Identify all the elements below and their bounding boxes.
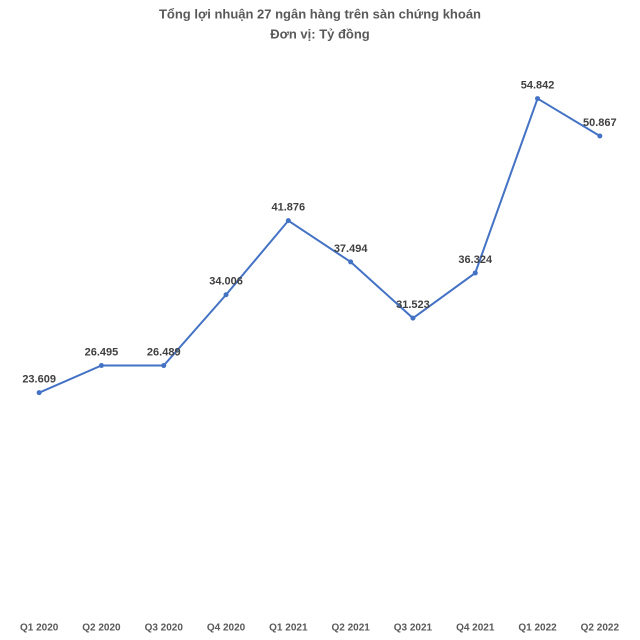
x-tick-label: Q2 2020 bbox=[82, 623, 121, 634]
x-tick-label: Q1 2022 bbox=[518, 623, 557, 634]
data-label: 54.842 bbox=[521, 79, 555, 91]
line bbox=[38, 97, 601, 394]
marker bbox=[285, 218, 291, 224]
data-label: 37.494 bbox=[334, 243, 369, 255]
marker bbox=[348, 259, 354, 265]
marker bbox=[223, 292, 229, 298]
x-tick-label: Q3 2021 bbox=[394, 623, 433, 634]
data-label: 50.867 bbox=[583, 117, 617, 129]
x-tick-label: Q1 2020 bbox=[20, 623, 59, 634]
x-tick-label: Q4 2020 bbox=[207, 623, 246, 634]
marker bbox=[36, 390, 42, 396]
data-label: 36.324 bbox=[458, 254, 493, 266]
marker bbox=[410, 315, 416, 321]
x-tick-label: Q2 2022 bbox=[581, 623, 620, 634]
data-label: 26.489 bbox=[147, 346, 181, 358]
marker bbox=[535, 96, 541, 102]
data-label: 23.609 bbox=[22, 374, 56, 386]
data-label: 34.006 bbox=[209, 276, 243, 288]
data-label: 31.523 bbox=[396, 299, 430, 311]
data-label: 41.876 bbox=[272, 202, 306, 214]
x-tick-label: Q1 2021 bbox=[269, 623, 308, 634]
marker bbox=[597, 133, 603, 139]
marker bbox=[161, 363, 167, 369]
x-tick-label: Q2 2021 bbox=[331, 623, 370, 634]
x-tick-label: Q3 2020 bbox=[145, 623, 184, 634]
chart-subtitle: Đơn vị: Tỷ đồng bbox=[270, 26, 370, 41]
marker bbox=[98, 363, 104, 369]
marker bbox=[472, 270, 478, 276]
chart-title: Tổng lợi nhuận 27 ngân hàng trên sàn chứ… bbox=[159, 6, 481, 21]
x-tick-label: Q4 2021 bbox=[456, 623, 495, 634]
data-label: 26.495 bbox=[85, 346, 119, 358]
